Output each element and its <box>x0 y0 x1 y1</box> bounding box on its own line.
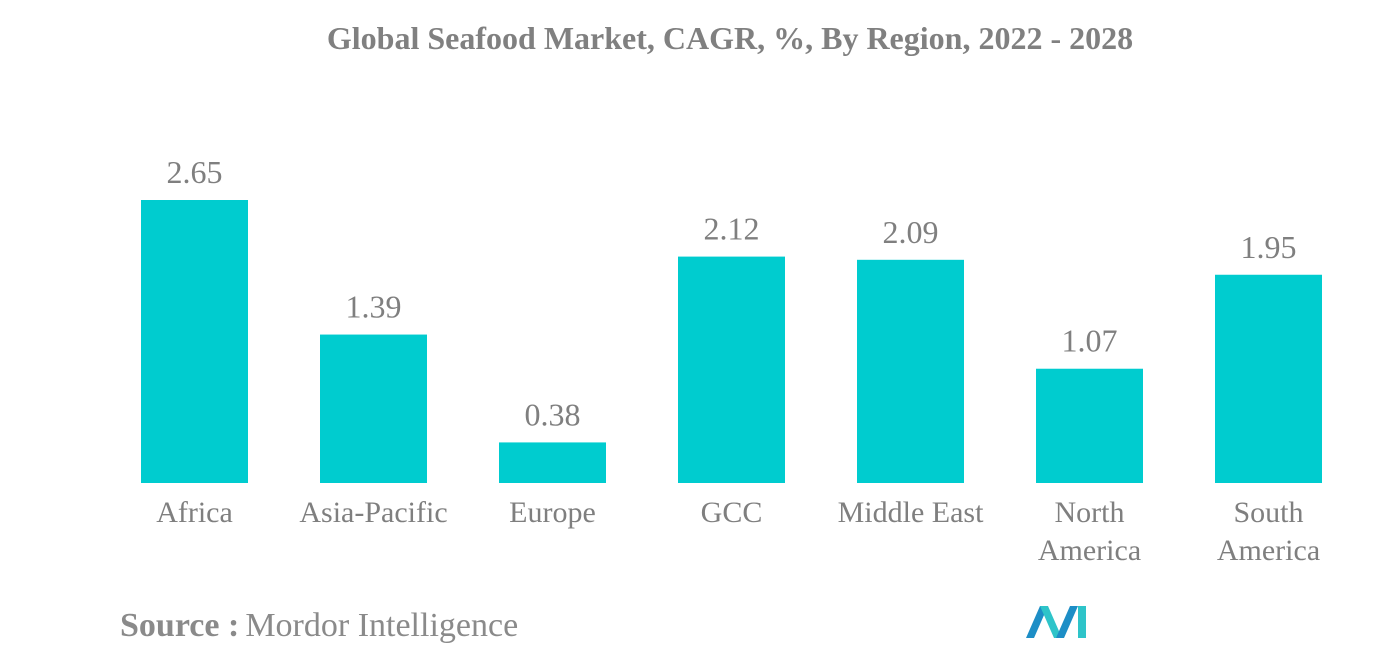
category-label-line: South <box>1233 496 1303 529</box>
bar-2 <box>499 442 606 483</box>
category-label-3: GCC <box>701 496 763 529</box>
category-label-line: America <box>1038 534 1141 567</box>
source-value: Mordor Intelligence <box>245 607 519 644</box>
value-label-0: 2.65 <box>167 154 223 190</box>
source-note: Source : Mordor Intelligence <box>120 607 518 645</box>
bar-5 <box>1036 368 1143 483</box>
category-label-2: Europe <box>509 496 596 529</box>
bar-0 <box>141 200 248 483</box>
bar-1 <box>320 334 427 483</box>
category-label-line: GCC <box>701 496 763 529</box>
chart-title: Global Seafood Market, CAGR, %, By Regio… <box>326 20 1134 56</box>
bar-3 <box>678 256 785 483</box>
category-label-line: Middle East <box>838 496 984 529</box>
category-label-6: South America <box>1217 496 1320 567</box>
category-label-0: Africa <box>156 496 233 529</box>
category-label-4: Middle East <box>838 496 984 529</box>
bar-chart: 2.65 Africa 1.39 Asia-Pacific 0.38 Europe 2.12… <box>141 154 1322 567</box>
category-label-5: North America <box>1038 496 1141 567</box>
value-label-4: 2.09 <box>883 214 939 250</box>
bar-4 <box>857 259 964 483</box>
category-label-line: North <box>1055 496 1125 529</box>
bar-6 <box>1215 274 1322 483</box>
value-label-2: 0.38 <box>525 396 581 432</box>
category-label-line: Africa <box>156 496 233 529</box>
mordor-intelligence-logo-icon <box>1026 606 1086 638</box>
value-label-6: 1.95 <box>1241 229 1297 265</box>
category-label-line: Asia-Pacific <box>299 496 447 529</box>
value-label-3: 2.12 <box>704 211 760 247</box>
category-label-line: America <box>1217 534 1320 567</box>
value-label-5: 1.07 <box>1062 323 1118 359</box>
category-label-1: Asia-Pacific <box>299 496 447 529</box>
value-label-1: 1.39 <box>346 289 402 325</box>
source-label: Source : <box>120 607 240 644</box>
category-label-line: Europe <box>509 496 596 529</box>
